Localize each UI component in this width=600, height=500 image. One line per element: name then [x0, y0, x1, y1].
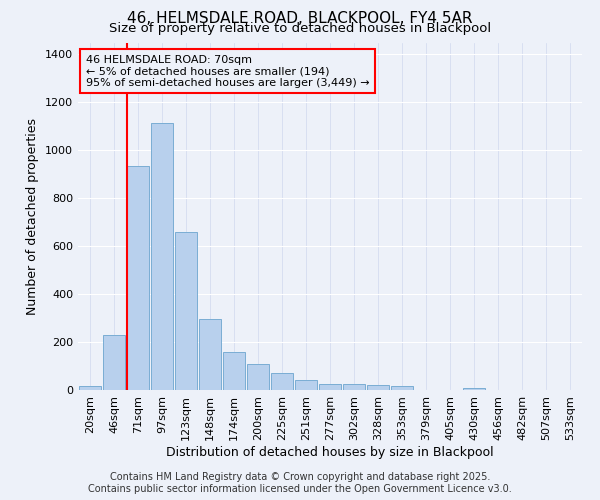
Bar	[271, 373, 293, 390]
Y-axis label: Number of detached properties: Number of detached properties	[26, 118, 40, 315]
Text: Size of property relative to detached houses in Blackpool: Size of property relative to detached ho…	[109, 22, 491, 35]
Bar	[247, 364, 269, 390]
Text: 46 HELMSDALE ROAD: 70sqm
← 5% of detached houses are smaller (194)
95% of semi-d: 46 HELMSDALE ROAD: 70sqm ← 5% of detache…	[86, 54, 369, 88]
Bar	[79, 386, 101, 390]
Bar	[343, 384, 365, 390]
Bar	[103, 335, 125, 390]
Bar	[151, 123, 173, 390]
Text: Contains HM Land Registry data © Crown copyright and database right 2025.
Contai: Contains HM Land Registry data © Crown c…	[88, 472, 512, 494]
Bar	[391, 386, 413, 390]
X-axis label: Distribution of detached houses by size in Blackpool: Distribution of detached houses by size …	[166, 446, 494, 458]
Bar	[199, 320, 221, 390]
Bar	[223, 352, 245, 390]
Text: 46, HELMSDALE ROAD, BLACKPOOL, FY4 5AR: 46, HELMSDALE ROAD, BLACKPOOL, FY4 5AR	[127, 11, 473, 26]
Bar	[175, 232, 197, 390]
Bar	[463, 388, 485, 390]
Bar	[295, 380, 317, 390]
Bar	[319, 384, 341, 390]
Bar	[127, 166, 149, 390]
Bar	[367, 385, 389, 390]
